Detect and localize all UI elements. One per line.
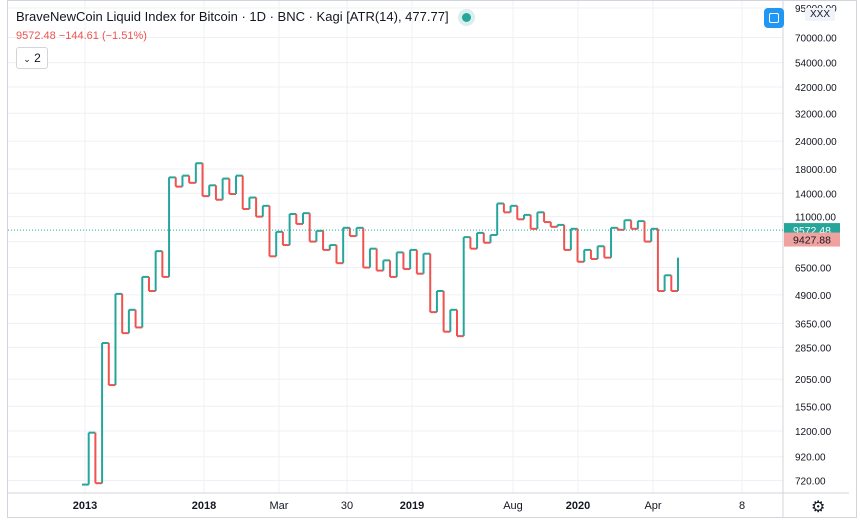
y-tick-label: 2850.00 bbox=[795, 343, 832, 354]
second-price-tag bbox=[784, 232, 840, 247]
y-tick-label: 1550.00 bbox=[795, 402, 832, 413]
y-tick-label: 54000.00 bbox=[795, 59, 837, 70]
x-tick-label: 2020 bbox=[566, 500, 590, 512]
currency-badge[interactable]: XXX bbox=[805, 8, 836, 21]
y-tick-label: 3650.00 bbox=[795, 319, 832, 330]
legend-title-row: BraveNewCoin Liquid Index for Bitcoin · … bbox=[16, 9, 472, 24]
y-tick-label: 11000.00 bbox=[795, 213, 836, 224]
y-tick-label: 920.00 bbox=[795, 453, 826, 464]
legend-price-change: 9572.48 −144.61 (−1.51%) bbox=[16, 30, 147, 42]
x-tick-label: 2013 bbox=[73, 500, 97, 512]
legend-title: BraveNewCoin Liquid Index for Bitcoin · … bbox=[16, 9, 449, 24]
fullscreen-icon[interactable] bbox=[764, 8, 784, 28]
chart-frame bbox=[7, 0, 857, 518]
second-price-label: 9427.88 bbox=[793, 235, 831, 247]
indicator-count: 2 bbox=[34, 51, 41, 65]
y-tick-label: 4900.00 bbox=[795, 291, 832, 302]
x-tick-label: Mar bbox=[270, 500, 289, 512]
y-tick-label: 1200.00 bbox=[795, 427, 832, 438]
status-dot-icon bbox=[462, 13, 472, 23]
y-tick-label: 42000.00 bbox=[795, 83, 837, 94]
gear-icon[interactable]: ⚙ bbox=[811, 499, 826, 516]
x-tick-label: 30 bbox=[341, 500, 353, 512]
x-tick-label: Apr bbox=[644, 500, 661, 512]
y-tick-label: 32000.00 bbox=[795, 109, 837, 120]
y-tick-label: 6500.00 bbox=[795, 264, 832, 275]
y-tick-label: 720.00 bbox=[795, 476, 826, 487]
indicator-toggle-button[interactable]: ⌄ 2 bbox=[16, 47, 48, 69]
x-tick-label: 2019 bbox=[400, 500, 424, 512]
x-tick-label: 2018 bbox=[192, 500, 216, 512]
y-tick-label: 24000.00 bbox=[795, 137, 837, 148]
y-tick-label: 18000.00 bbox=[795, 165, 837, 176]
chevron-down-icon: ⌄ bbox=[23, 54, 31, 64]
y-tick-label: 14000.00 bbox=[795, 189, 837, 200]
y-tick-label: 70000.00 bbox=[795, 34, 837, 45]
x-tick-label: 8 bbox=[739, 500, 745, 512]
x-tick-label: Aug bbox=[503, 500, 523, 512]
y-tick-label: 2050.00 bbox=[795, 375, 832, 386]
